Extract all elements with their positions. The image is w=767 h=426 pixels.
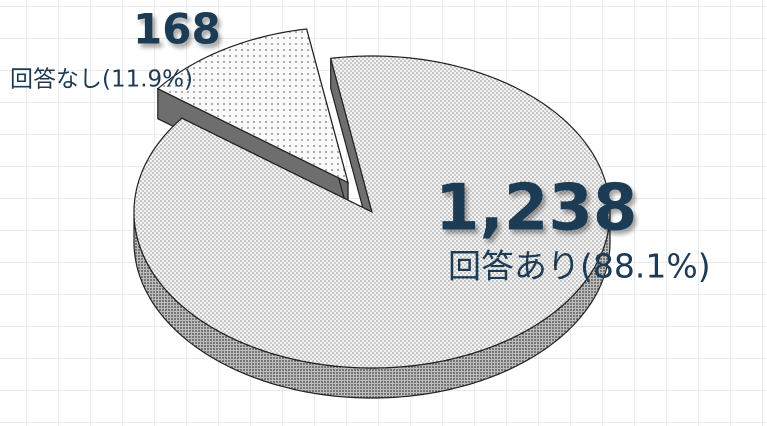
value-label: 168 — [133, 5, 221, 54]
slice-top — [156, 28, 349, 184]
pie — [133, 28, 611, 399]
pie-slice — [133, 55, 611, 399]
category-label: 回答あり(88.1%) — [448, 247, 711, 286]
value-label: 1,238 — [435, 172, 637, 246]
slice-top — [133, 55, 611, 369]
category-label: 回答なし(11.9%) — [10, 67, 193, 93]
